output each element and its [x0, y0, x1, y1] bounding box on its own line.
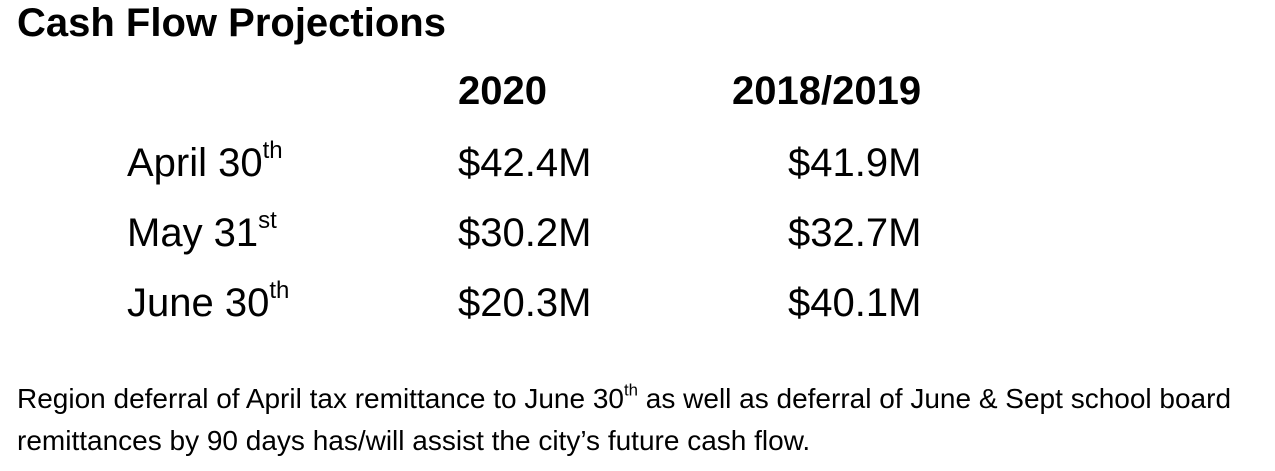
footnote-text-end: as well as deferral of June & Sept schoo…: [17, 383, 1232, 456]
value-2020: $30.2M: [458, 211, 592, 255]
page-title: Cash Flow Projections: [17, 1, 446, 45]
table-row: May 31st $30.2M $32.7M: [0, 207, 1275, 266]
value-2018-2019: $40.1M: [788, 281, 922, 325]
row-label-text: April 30: [127, 141, 263, 185]
row-label: May 31st: [127, 207, 277, 256]
table-row: April 30th $42.4M $41.9M: [0, 137, 1275, 196]
row-label-text: May 31: [127, 211, 259, 255]
row-label: June 30th: [127, 277, 290, 326]
ordinal-suffix: th: [269, 277, 290, 304]
table-row: June 30th $20.3M $40.1M: [0, 277, 1275, 336]
ordinal-suffix: th: [624, 380, 639, 400]
ordinal-suffix: th: [262, 137, 283, 164]
value-2018-2019: $32.7M: [788, 211, 922, 255]
value-2020: $20.3M: [458, 281, 592, 325]
value-2018-2019: $41.9M: [788, 141, 922, 185]
value-2020: $42.4M: [458, 141, 592, 185]
footnote-text-start: Region deferral of April tax remittance …: [17, 383, 625, 414]
row-label: April 30th: [127, 137, 283, 186]
row-label-text: June 30: [127, 281, 270, 325]
ordinal-suffix: st: [258, 207, 277, 234]
footnote: Region deferral of April tax remittance …: [17, 378, 1267, 462]
column-header-2020: 2020: [458, 69, 547, 113]
column-header-2018-2019: 2018/2019: [732, 69, 922, 113]
